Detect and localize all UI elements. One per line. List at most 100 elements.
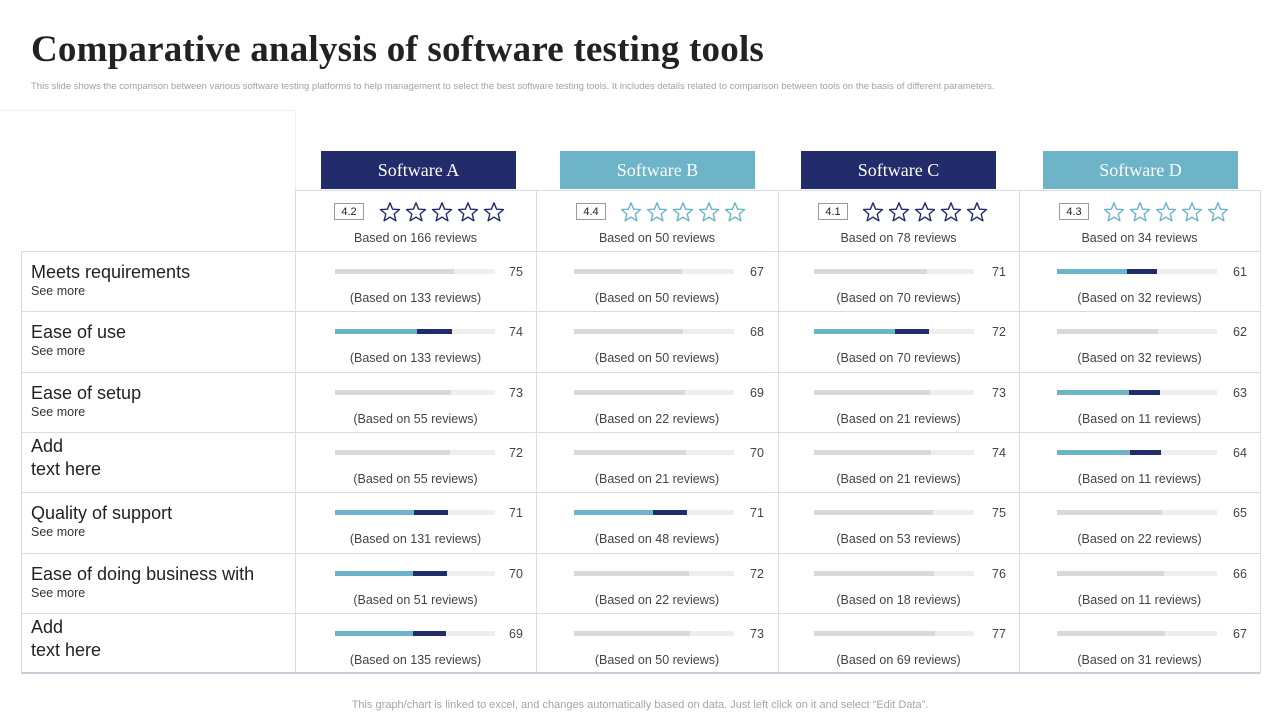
score-bar-fill [574, 449, 686, 455]
star-outline-icon [698, 201, 720, 223]
criterion-label: Ease of doing business with [31, 563, 255, 584]
score-bar-fill [1057, 389, 1160, 395]
score-bar-fill [335, 570, 447, 576]
score-bar [814, 389, 974, 395]
score-bar-fill [1057, 449, 1161, 455]
rating-reviews-count: Based on 166 reviews [354, 231, 477, 245]
criterion-label: Ease of use [31, 322, 127, 343]
score-reviews-count: (Based on 21 reviews) [594, 471, 720, 486]
grid-vline-4 [1260, 190, 1261, 673]
score-bar [574, 570, 734, 576]
score-reviews-count: (Based on 22 reviews) [1077, 532, 1202, 547]
score-bar [814, 570, 974, 576]
score-reviews-count: (Based on 50 reviews) [594, 351, 720, 366]
score-bar [814, 269, 974, 274]
grid-hline-row-4 [21, 492, 1261, 493]
score-reviews-count: (Based on 70 reviews) [836, 291, 961, 305]
score-reviews-count: (Based on 11 reviews) [1077, 592, 1202, 607]
see-more-link[interactable]: See more [31, 525, 86, 540]
score-reviews-count: (Based on 135 reviews) [349, 652, 482, 667]
score-bar-fill [335, 389, 451, 395]
score-value: 74 [509, 325, 523, 340]
criterion-label: Ease of setup [31, 382, 142, 403]
score-reviews-count: (Based on 50 reviews) [594, 291, 720, 305]
star-outline-icon [1129, 201, 1151, 223]
corner-blank-cell [0, 110, 296, 251]
score-bar-fill [1057, 329, 1158, 335]
see-more-link[interactable]: See more [31, 585, 86, 600]
score-reviews-count: (Based on 22 reviews) [594, 592, 720, 607]
score-bar-fill [574, 630, 690, 636]
grid-hline-row-1 [21, 311, 1261, 312]
score-reviews-count: (Based on 48 reviews) [594, 532, 720, 547]
score-bar [574, 510, 734, 516]
star-outline-icon [672, 201, 694, 223]
score-value: 70 [509, 566, 523, 581]
score-bar-fill [335, 269, 454, 274]
rating-value: 4.1 [818, 203, 848, 220]
star-outline-icon [724, 201, 746, 223]
see-more-link[interactable]: See more [31, 284, 86, 298]
score-reviews-count: (Based on 32 reviews) [1077, 351, 1202, 366]
score-value: 63 [1233, 385, 1247, 400]
grid-vline-0 [295, 190, 296, 673]
score-bar-fill [814, 510, 933, 516]
score-reviews-count: (Based on 32 reviews) [1077, 291, 1202, 305]
score-bar [335, 269, 495, 274]
star-outline-icon [457, 201, 479, 223]
score-bar [1057, 389, 1217, 395]
score-value: 71 [750, 506, 764, 521]
score-value: 64 [1233, 445, 1247, 460]
criterion-label: Meets requirements [31, 262, 191, 282]
score-bar-fill [574, 269, 682, 274]
score-bar [574, 269, 734, 274]
see-more-link[interactable]: See more [31, 344, 86, 359]
grid-hline-row-6 [21, 613, 1261, 614]
score-value: 75 [509, 265, 523, 279]
star-outline-icon [966, 201, 988, 223]
score-value: 67 [750, 265, 764, 279]
score-reviews-count: (Based on 18 reviews) [836, 592, 961, 607]
see-more-link[interactable]: See more [31, 404, 86, 419]
criterion-label: Quality of support [31, 503, 173, 524]
score-value: 73 [992, 385, 1006, 400]
star-outline-icon [1103, 201, 1125, 223]
star-outline-icon [620, 201, 642, 223]
score-value: 69 [509, 626, 523, 641]
score-value: 76 [992, 566, 1006, 581]
star-outline-icon [646, 201, 668, 223]
score-value: 71 [992, 265, 1006, 279]
grid-vline-1 [536, 190, 537, 673]
score-reviews-count: (Based on 69 reviews) [836, 652, 961, 667]
score-value: 70 [750, 445, 764, 460]
score-bar-fill [1057, 570, 1164, 576]
criterion-label: Add text here [31, 435, 102, 479]
grid-hline-row-0 [21, 251, 1261, 252]
score-bar [335, 449, 495, 455]
score-value: 73 [750, 626, 764, 641]
rating-value: 4.3 [1059, 203, 1089, 220]
score-value: 71 [509, 506, 523, 521]
score-value: 74 [992, 445, 1006, 460]
score-value: 73 [509, 385, 523, 400]
score-bar [1057, 449, 1217, 455]
rating-reviews-count: Based on 78 reviews [840, 231, 957, 245]
score-reviews-count: (Based on 131 reviews) [349, 532, 482, 547]
score-bar-fill [814, 570, 934, 576]
score-value: 61 [1233, 265, 1247, 279]
score-bar [574, 449, 734, 455]
star-outline-icon [914, 201, 936, 223]
star-outline-icon [862, 201, 884, 223]
table-bottom-border [21, 672, 1260, 674]
score-bar [335, 510, 495, 516]
score-bar-fill [335, 510, 448, 516]
score-bar-fill [335, 329, 452, 335]
score-bar-fill [574, 329, 683, 335]
score-bar-fill [814, 329, 929, 335]
rating-value: 4.2 [334, 203, 364, 220]
score-bar [1057, 630, 1217, 636]
score-bar [1057, 570, 1217, 576]
star-outline-icon [940, 201, 962, 223]
score-bar [1057, 269, 1217, 274]
rating-stars [379, 201, 505, 223]
